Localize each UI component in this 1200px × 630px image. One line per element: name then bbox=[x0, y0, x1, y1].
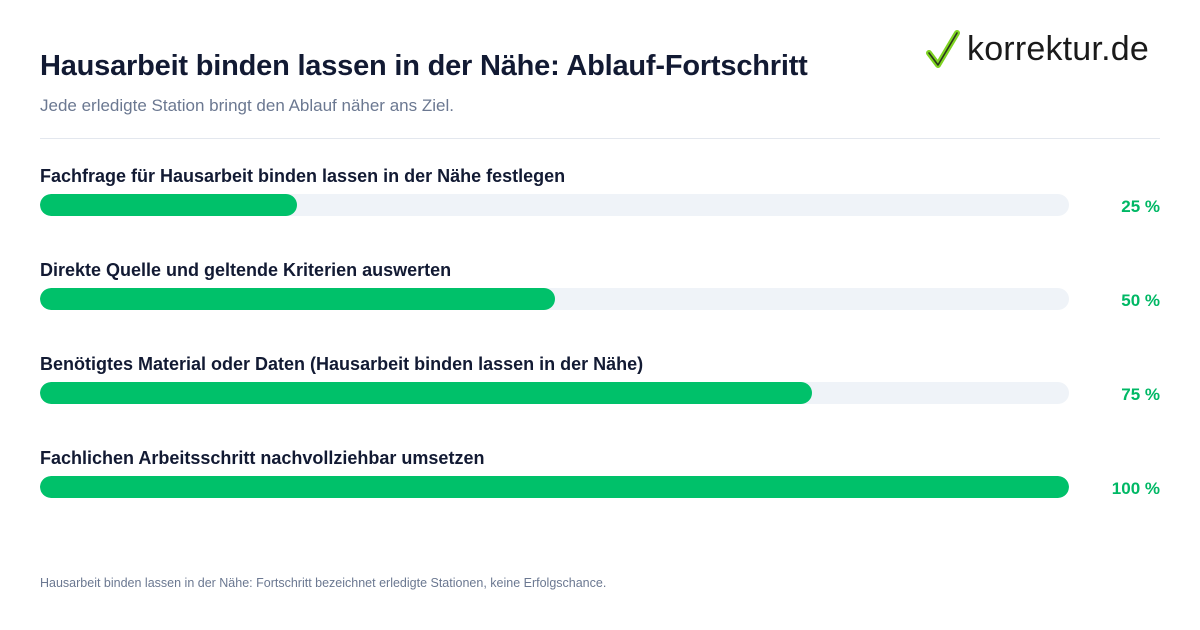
brand-name: korrektur.de bbox=[967, 29, 1149, 68]
row-label: Direkte Quelle und geltende Kriterien au… bbox=[40, 260, 452, 280]
progress-bar bbox=[40, 288, 555, 310]
percent-label: 100 % bbox=[1111, 479, 1160, 498]
page-subtitle: Jede erledigte Station bringt den Ablauf… bbox=[40, 96, 454, 115]
progress-track bbox=[40, 288, 1069, 310]
progress-bar bbox=[40, 194, 298, 216]
row-label: Benötigtes Material oder Daten (Hausarbe… bbox=[40, 354, 644, 374]
progress-row: Fachlichen Arbeitsschritt nachvollziehba… bbox=[40, 448, 1160, 542]
footnote: Hausarbeit binden lassen in der Nähe: Fo… bbox=[40, 576, 607, 590]
progress-row: Fachfrage für Hausarbeit binden lassen i… bbox=[40, 166, 1160, 260]
progress-chart: Fachfrage für Hausarbeit binden lassen i… bbox=[40, 166, 1160, 542]
progress-row: Benötigtes Material oder Daten (Hausarbe… bbox=[40, 354, 1160, 448]
progress-row: Direkte Quelle und geltende Kriterien au… bbox=[40, 260, 1160, 354]
percent-label: 25 % bbox=[1121, 197, 1160, 216]
row-label: Fachlichen Arbeitsschritt nachvollziehba… bbox=[40, 448, 485, 468]
percent-label: 50 % bbox=[1121, 291, 1160, 310]
progress-track bbox=[40, 194, 1069, 216]
page-title: Hausarbeit binden lassen in der Nähe: Ab… bbox=[40, 50, 808, 82]
progress-bar bbox=[40, 382, 812, 404]
checkmark-icon bbox=[925, 28, 961, 70]
header-divider bbox=[40, 138, 1160, 139]
row-label: Fachfrage für Hausarbeit binden lassen i… bbox=[40, 166, 566, 186]
progress-track bbox=[40, 382, 1069, 404]
brand-logo[interactable]: korrektur.de bbox=[925, 28, 1149, 70]
percent-label: 75 % bbox=[1121, 385, 1160, 404]
progress-track bbox=[40, 476, 1069, 498]
progress-bar bbox=[40, 476, 1069, 498]
